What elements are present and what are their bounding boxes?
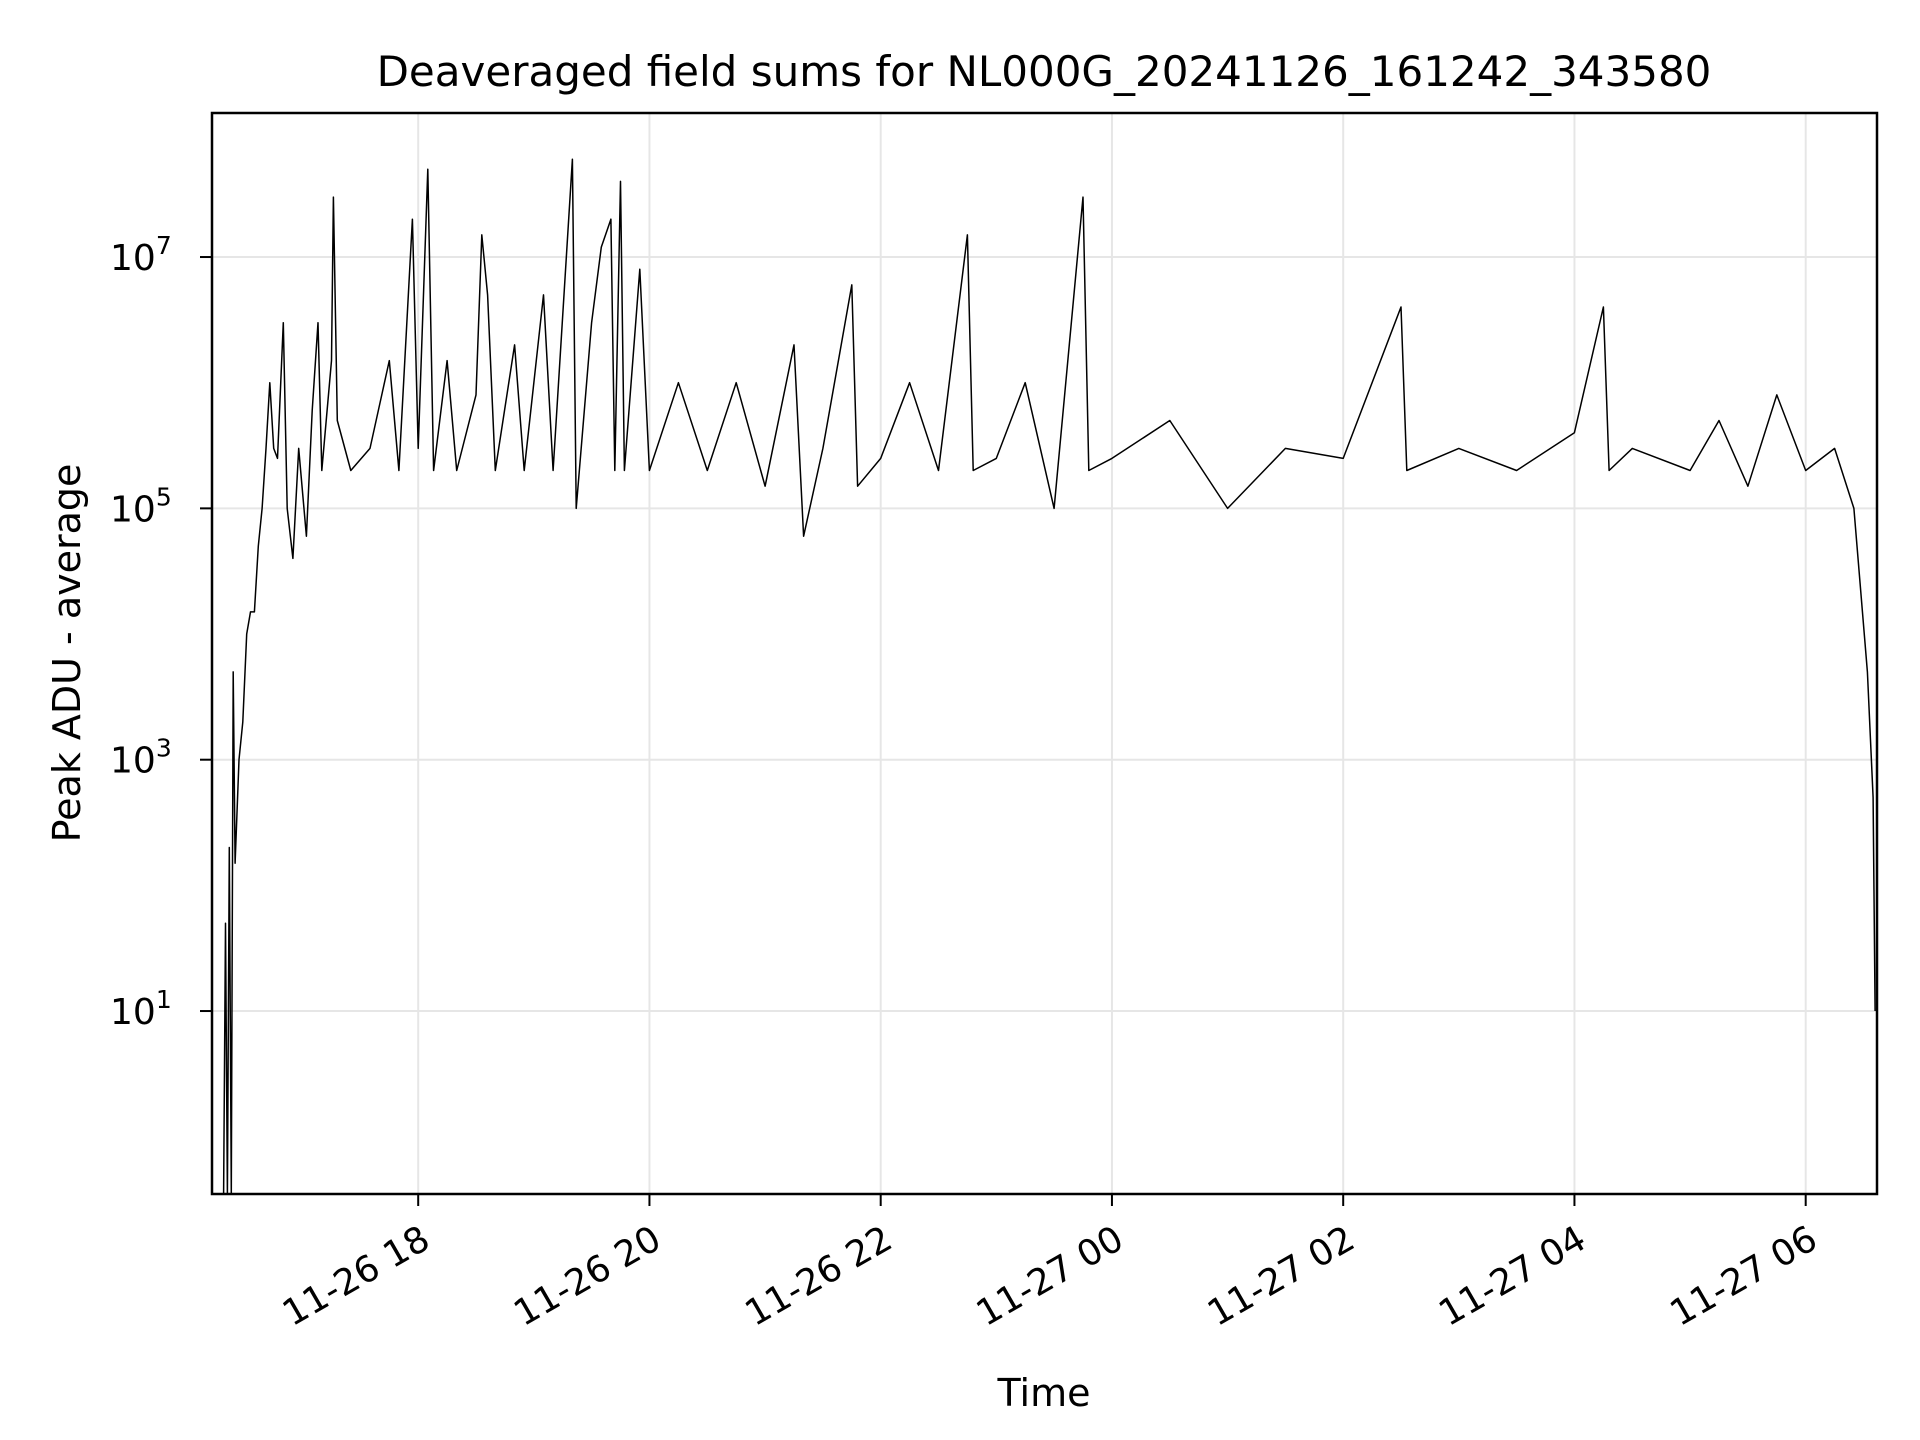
data-series-line	[222, 158, 1876, 1195]
tick-marks	[200, 256, 1807, 1206]
plot-area-background	[212, 113, 1877, 1194]
chart-title: Deaveraged field sums for NL000G_2024112…	[377, 47, 1712, 96]
x-axis-label: Time	[997, 1371, 1091, 1415]
y-tick-label: 107	[110, 231, 172, 279]
grid-lines	[212, 113, 1877, 1194]
y-tick-label: 101	[110, 985, 172, 1033]
y-tick-label: 103	[110, 734, 172, 782]
series-group	[222, 158, 1876, 1195]
y-tick-label: 105	[110, 482, 172, 530]
plot-frame	[210, 111, 1879, 1196]
y-axis-label: Peak ADU - average	[45, 464, 89, 843]
